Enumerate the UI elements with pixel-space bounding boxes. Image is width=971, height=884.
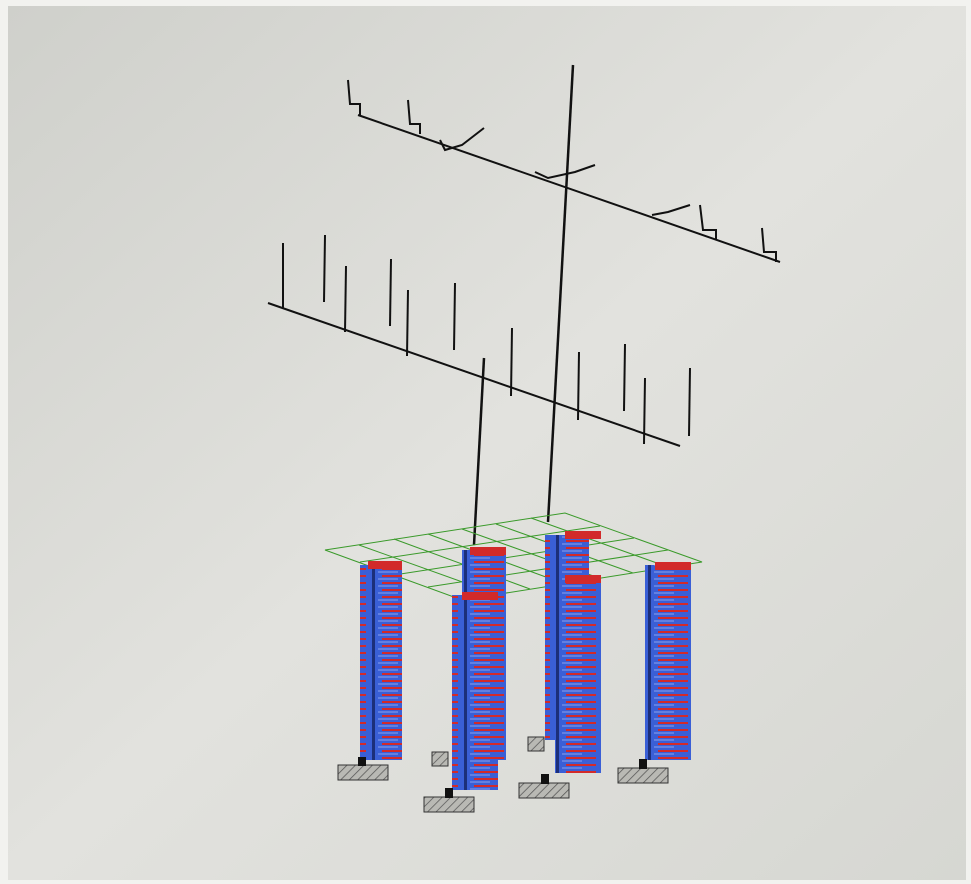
post: [345, 266, 346, 332]
cap: [470, 547, 506, 555]
post: [624, 344, 625, 411]
footing: [519, 783, 569, 798]
cap: [462, 592, 498, 600]
column: [452, 595, 498, 790]
footing: [424, 797, 474, 812]
support: [358, 757, 366, 766]
cap: [368, 561, 402, 569]
cap: [565, 575, 601, 583]
post: [511, 328, 512, 396]
footing: [432, 752, 448, 766]
column: [645, 565, 691, 760]
column: [360, 565, 402, 760]
post: [578, 352, 579, 420]
post: [689, 368, 690, 436]
page: [0, 0, 971, 884]
support: [639, 759, 647, 769]
support: [541, 774, 549, 784]
footing: [618, 768, 668, 783]
post: [390, 259, 391, 326]
column: [555, 578, 601, 773]
cap: [655, 562, 691, 570]
post: [454, 283, 455, 350]
footing: [338, 765, 388, 780]
post: [644, 378, 645, 444]
post: [324, 235, 325, 302]
footing: [528, 737, 544, 751]
cap: [565, 531, 601, 539]
model-view: [0, 0, 971, 884]
support: [445, 788, 453, 798]
post: [407, 290, 408, 356]
